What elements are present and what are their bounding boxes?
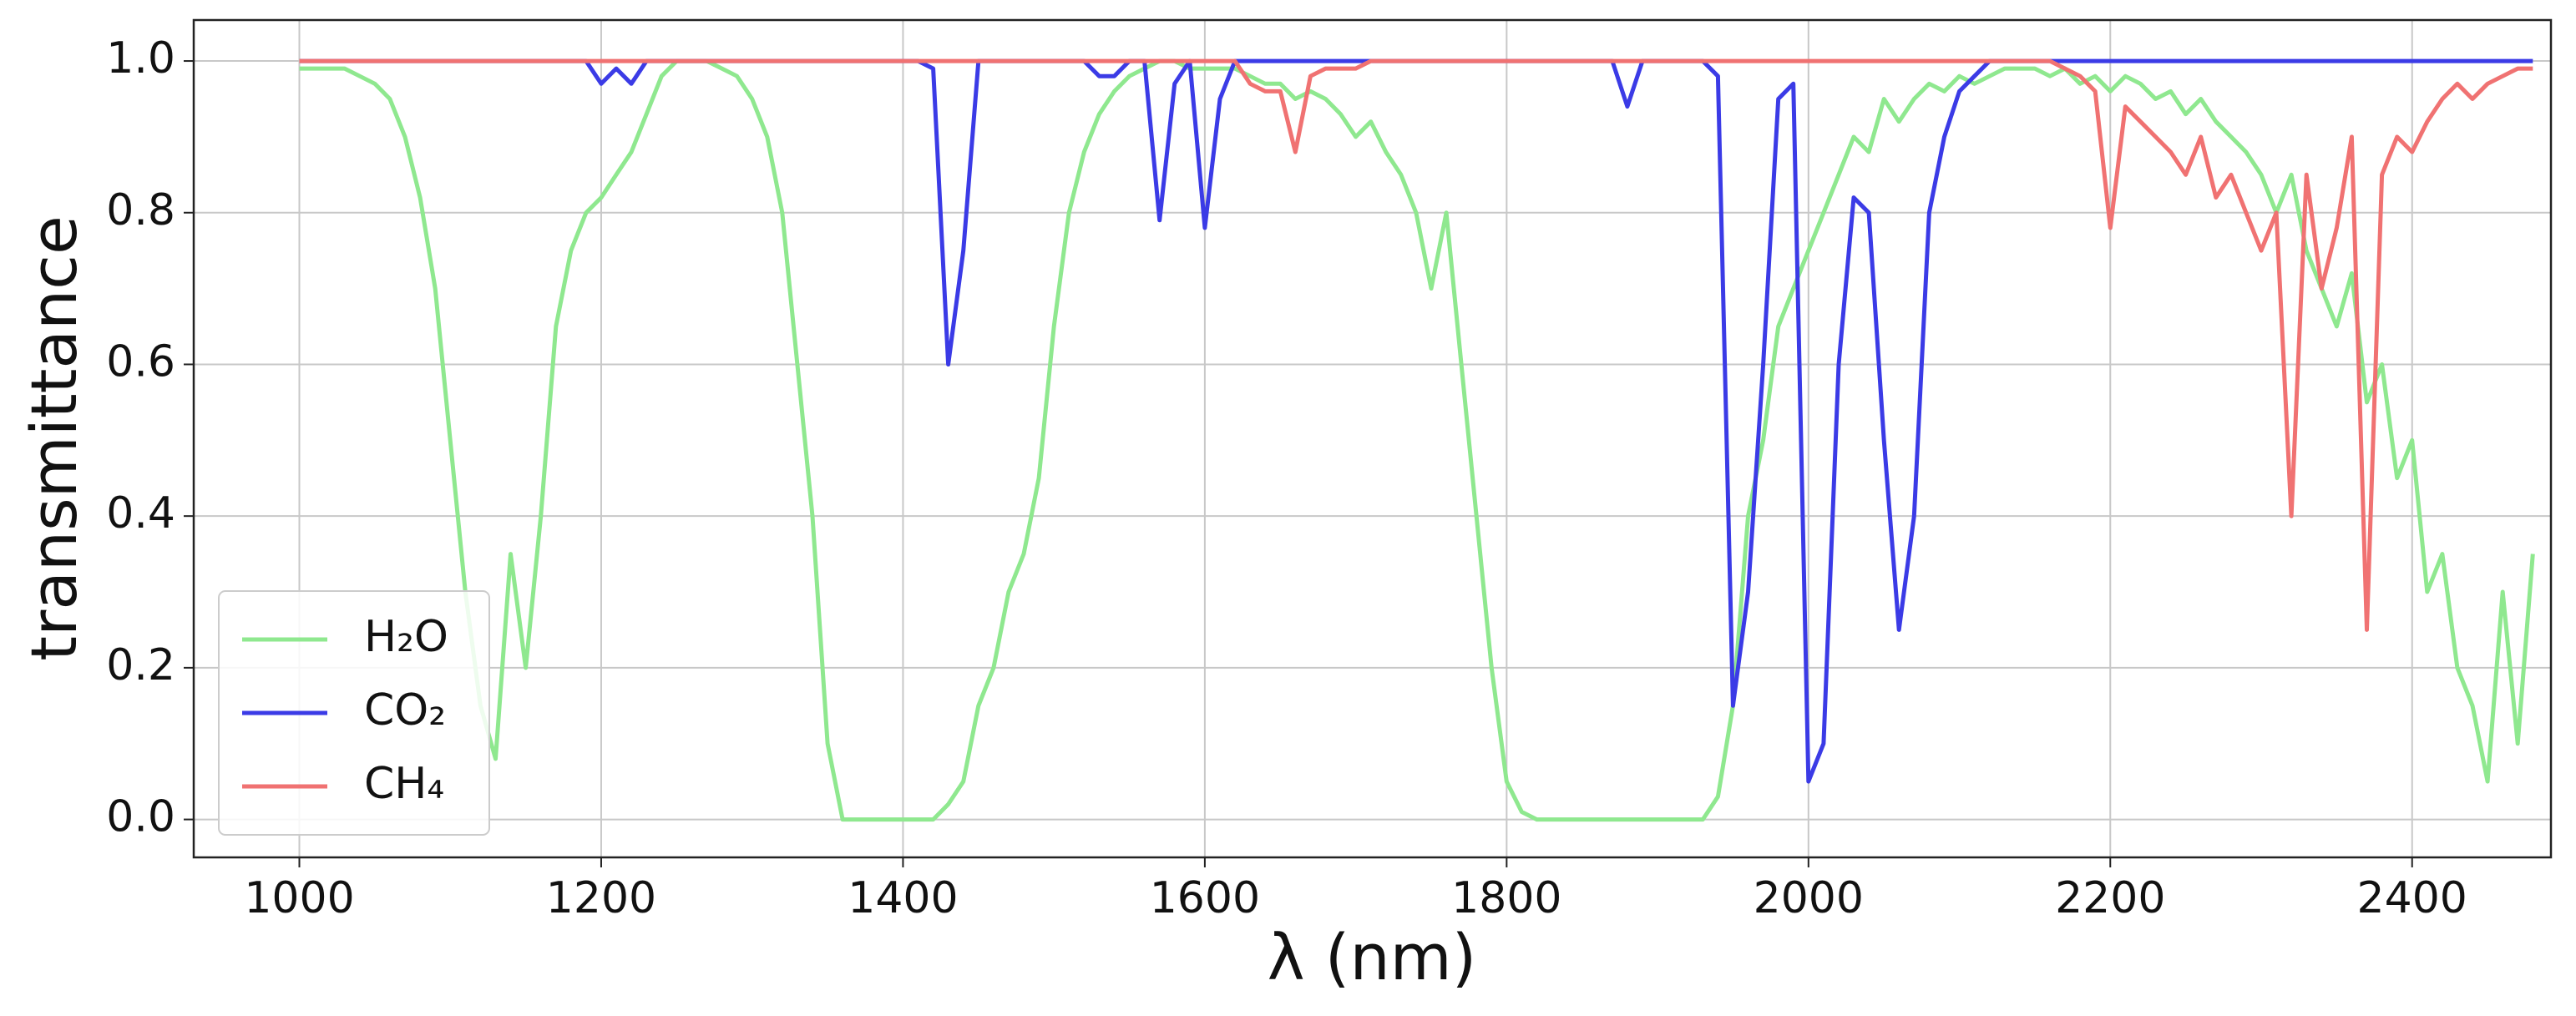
x-tick-label: 1400 [848,873,958,923]
y-tick-label: 0.4 [106,488,175,538]
x-tick-label: 2200 [2055,873,2165,923]
x-tick-label: 1000 [244,873,354,923]
y-tick-label: 0.8 [106,185,175,235]
plot-frame [192,18,2553,859]
x-tick-label: 2400 [2357,873,2467,923]
series-line [299,58,2533,784]
x-tick-label: 2000 [1754,873,1864,923]
legend-label: CH₄ [364,759,444,809]
series-line [299,58,2533,632]
legend-box [218,590,490,836]
x-tick-label: 1600 [1150,873,1260,923]
y-tick-label: 0.6 [106,336,175,387]
series-line [299,58,2535,822]
legend-label: H₂O [364,612,448,662]
x-axis-label: λ (nm) [1268,920,1477,994]
y-tick-label: 0.0 [106,792,175,842]
x-tick-label: 1200 [546,873,656,923]
legend: H₂O CO₂ CH₄ [218,590,490,836]
y-tick-label: 1.0 [106,33,175,83]
x-tick-label: 1800 [1451,873,1561,923]
legend-label: CO₂ [364,685,446,735]
y-axis-label: transmittance [17,215,91,660]
y-tick-label: 0.2 [106,640,175,690]
